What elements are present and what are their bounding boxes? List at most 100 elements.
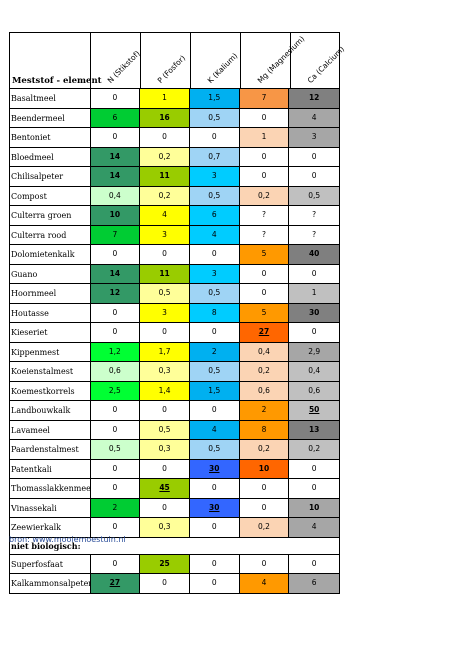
fertilizer-name: Beendermeel — [10, 108, 91, 127]
section-label: niet biologisch: — [9, 537, 340, 555]
fertilizer-name: Patentkali — [10, 459, 91, 478]
value-cell: 3 — [140, 303, 190, 322]
fertilizer-name: Hoornmeel — [10, 284, 91, 303]
value-cell: 0,5 — [189, 186, 240, 205]
table-row: Landbouwkalk 0 0 0 2 50 — [9, 401, 340, 421]
header-divider — [290, 33, 291, 88]
value-cell: 0 — [189, 479, 240, 498]
fertilizer-name: Zeewierkalk — [10, 518, 91, 537]
source-link[interactable]: www.mooiemoestuin.nl — [32, 535, 126, 544]
fertilizer-name: Kalkammonsalpeter — [10, 574, 91, 593]
value-cell: 12 — [289, 89, 340, 108]
value-cell: 0 — [140, 245, 190, 264]
value-cell: 2,5 — [90, 381, 141, 400]
fertilizer-name: Kippenmest — [10, 342, 91, 361]
fertilizer-name: Paardenstalmest — [10, 440, 91, 459]
table-row: Dolomietenkalk 0 0 0 5 40 — [9, 245, 340, 265]
table-row: Chilisalpeter 14 11 3 0 0 — [9, 167, 340, 187]
value-cell: 14 — [90, 264, 141, 283]
table-row: Superfosfaat 0 25 0 0 0 — [9, 554, 340, 574]
fertilizer-name: Vinassekali — [10, 498, 91, 517]
value-cell: 4 — [189, 420, 240, 439]
value-cell: 0 — [289, 264, 340, 283]
fertilizer-name: Bentoniet — [10, 128, 91, 147]
value-cell: 5 — [239, 303, 290, 322]
value-cell: 0,5 — [189, 108, 240, 127]
value-cell: 0 — [90, 303, 141, 322]
value-cell: ? — [239, 225, 290, 244]
value-cell: 0,6 — [289, 381, 340, 400]
value-cell: 10 — [239, 459, 290, 478]
value-cell: 0 — [289, 554, 340, 573]
value-cell: 0,3 — [140, 518, 190, 537]
fertilizer-name: Basaltmeel — [10, 89, 91, 108]
value-cell: 0,5 — [189, 284, 240, 303]
value-cell: 6 — [189, 206, 240, 225]
value-cell: 0,2 — [239, 440, 290, 459]
source-line: bron: www.mooiemoestuin.nl — [9, 535, 126, 544]
fertilizer-name: Koemestkorrels — [10, 381, 91, 400]
table-body: Basaltmeel 0 1 1,5 7 12 Beendermeel 6 16 0,5 0 4 Ben… — [9, 89, 340, 538]
value-cell: 0 — [90, 89, 141, 108]
column-header-label: N (Stikstof) — [105, 48, 142, 85]
value-cell: 27 — [90, 574, 141, 593]
value-cell: 0 — [289, 167, 340, 186]
value-cell: 1,7 — [140, 342, 190, 361]
value-cell: ? — [239, 206, 290, 225]
table-row: Kieseriet 0 0 0 27 0 — [9, 323, 340, 343]
value-cell: 0,2 — [140, 186, 190, 205]
value-cell: 0 — [239, 108, 290, 127]
value-cell: 11 — [140, 264, 190, 283]
table-row: Kippenmest 1,2 1,7 2 0,4 2,9 — [9, 342, 340, 362]
fertilizer-name: Compost — [10, 186, 91, 205]
value-cell: 0 — [239, 264, 290, 283]
value-cell: 0 — [90, 518, 141, 537]
value-cell: ? — [289, 206, 340, 225]
value-cell: 10 — [289, 498, 340, 517]
value-cell: 1 — [289, 284, 340, 303]
value-cell: 0 — [189, 128, 240, 147]
value-cell: 0 — [140, 574, 190, 593]
value-cell: 11 — [140, 167, 190, 186]
table-row: Basaltmeel 0 1 1,5 7 12 — [9, 89, 340, 109]
fertilizer-name: Guano — [10, 264, 91, 283]
value-cell: 0 — [140, 498, 190, 517]
value-cell: 0 — [90, 479, 141, 498]
table-row: Culterra rood 7 3 4?? — [9, 225, 340, 245]
value-cell: 0,6 — [90, 362, 141, 381]
fertilizer-name: Koeienstalmest — [10, 362, 91, 381]
table-row: Beendermeel 6 16 0,5 0 4 — [9, 108, 340, 128]
value-cell: 30 — [189, 459, 240, 478]
value-cell: 3 — [289, 128, 340, 147]
column-header-label: Ca (Calcium) — [305, 44, 347, 85]
value-cell: 0 — [239, 147, 290, 166]
value-cell: 6 — [90, 108, 141, 127]
fertilizer-name: Culterra groen — [10, 206, 91, 225]
value-cell: 0 — [140, 459, 190, 478]
value-cell: 0 — [289, 459, 340, 478]
table-row: Patentkali 0 0 30 10 0 — [9, 459, 340, 479]
value-cell: 1,4 — [140, 381, 190, 400]
value-cell: 4 — [239, 574, 290, 593]
value-cell: 0 — [90, 420, 141, 439]
table-row: Lavameel 0 0,5 4 8 13 — [9, 420, 340, 440]
value-cell: 1 — [239, 128, 290, 147]
fertilizer-name: Superfosfaat — [10, 554, 91, 573]
table-row: Zeewierkalk 0 0,3 0 0,2 4 — [9, 518, 340, 538]
value-cell: 0 — [189, 323, 240, 342]
value-cell: 1,5 — [189, 89, 240, 108]
value-cell: 0 — [239, 479, 290, 498]
value-cell: 7 — [239, 89, 290, 108]
value-cell: 1,5 — [189, 381, 240, 400]
value-cell: 0 — [239, 284, 290, 303]
table-row: Bloedmeel 14 0,2 0,7 0 0 — [9, 147, 340, 167]
value-cell: 2 — [90, 498, 141, 517]
table-row: Hoornmeel 12 0,5 0,5 0 1 — [9, 284, 340, 304]
table-row: Culterra groen 10 4 6?? — [9, 206, 340, 226]
value-cell: 0 — [289, 323, 340, 342]
value-cell: 2 — [189, 342, 240, 361]
value-cell: 3 — [189, 264, 240, 283]
value-cell: 8 — [239, 420, 290, 439]
fertilizer-name: Bloedmeel — [10, 147, 91, 166]
value-cell: 0 — [90, 245, 141, 264]
